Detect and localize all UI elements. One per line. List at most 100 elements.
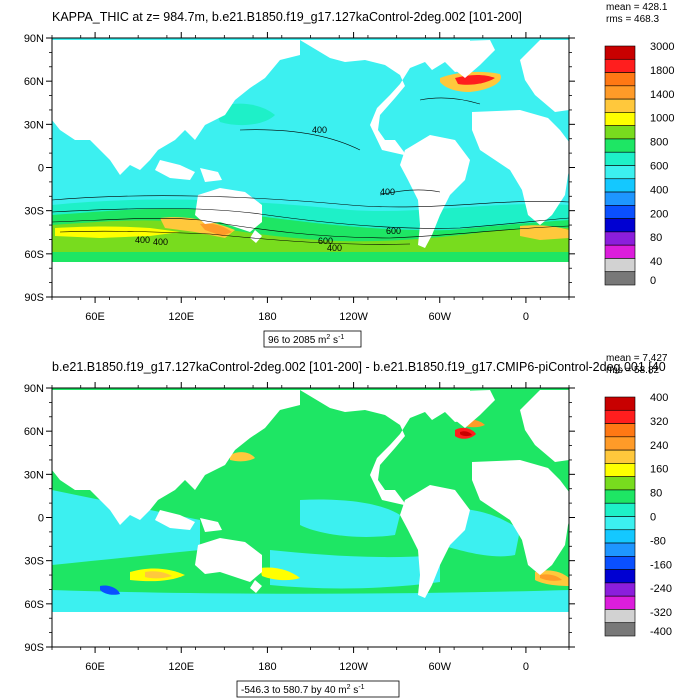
y-tick-label: 60N — [24, 76, 44, 88]
y-tick-label: 0 — [38, 513, 44, 525]
contour-label: 600 — [318, 236, 333, 246]
colorbar-swatch — [604, 423, 636, 438]
colorbar-swatch — [604, 72, 636, 87]
y-tick-label: 60N — [24, 426, 44, 438]
diff-cold — [100, 585, 120, 595]
x-tick-label: 180 — [258, 311, 276, 323]
y-tick-label: 90S — [24, 642, 44, 654]
y-tick-label: 0 — [38, 163, 44, 175]
colorbar-label: 1000 — [650, 113, 674, 125]
colorbar-label: 1800 — [650, 65, 674, 77]
range-box-2 — [236, 680, 400, 698]
colorbar-swatch — [604, 151, 636, 166]
colorbar-swatch — [604, 542, 636, 557]
diff-patch — [52, 590, 569, 612]
contour-label: 400 — [153, 237, 168, 247]
x-tick-label: 60E — [85, 311, 105, 323]
colorbar-label: -160 — [650, 559, 672, 571]
colorbar-label: 160 — [650, 464, 668, 476]
y-tick-label: 90N — [24, 383, 44, 395]
colorbar-swatch — [604, 396, 636, 411]
colorbar-swatch — [604, 582, 636, 597]
band-orange-2 — [520, 225, 569, 240]
contour-label: 400 — [135, 235, 150, 245]
y-ticks-1: 90N 60N 30N 0 30S 60S 90S — [24, 33, 575, 304]
diff-hot — [460, 431, 472, 437]
band-orange-3 — [200, 223, 232, 236]
colorbar-swatch — [604, 529, 636, 544]
diff-hot — [260, 567, 300, 581]
contour-label: 600 — [386, 226, 401, 236]
colorbar-swatch — [604, 463, 636, 477]
y-tick-label: 60S — [24, 599, 44, 611]
x-tick-label: 0 — [523, 661, 529, 673]
x-tick-label: 120W — [339, 311, 368, 323]
panel-1: 400 400 400 600 600 400 400 KAPPA_THIC a… — [24, 2, 674, 348]
colorbar-swatch — [604, 218, 636, 233]
colorbar-swatch — [604, 622, 636, 637]
range-label-2: -546.3 to 580.7 by 40 m2 s-1 — [241, 684, 365, 696]
panel-2-mean: mean = 7.427 — [606, 353, 668, 364]
panel-2-title: b.e21.B1850.f19_g17.127kaControl-2deg.00… — [52, 360, 666, 374]
colorbar-swatch — [604, 58, 636, 73]
x-ticks-2: 60E 120E 180 120W 60W 0 — [51, 382, 570, 673]
colorbar-swatch — [604, 178, 636, 193]
colorbar-swatch — [604, 609, 636, 624]
panel-2-rms: rms = 58.82 — [606, 365, 660, 376]
panel-2: b.e21.B1850.f19_g17.127kaControl-2deg.00… — [24, 353, 672, 698]
colorbar-swatch — [604, 271, 636, 286]
diff-hot — [145, 571, 172, 579]
contours-1 — [52, 97, 569, 245]
colorbar-label: 80 — [650, 488, 662, 500]
x-tick-label: 60E — [85, 661, 105, 673]
x-tick-label: 0 — [523, 311, 529, 323]
colorbar-label: 40 — [650, 256, 662, 268]
colorbar-label: 0 — [650, 512, 656, 524]
colorbar-swatch — [604, 476, 636, 491]
y-tick-label: 30S — [24, 206, 44, 218]
x-ticks-1: 60E 120E 180 120W 60W 0 — [51, 32, 570, 323]
colorbar-swatch — [604, 138, 636, 153]
colorbar-swatch — [604, 409, 636, 424]
colorbar-swatch — [604, 125, 636, 140]
colorbar-swatch — [604, 449, 636, 464]
diff-patch — [52, 490, 200, 565]
colorbar-swatch — [604, 556, 636, 570]
colorbar-swatch — [604, 516, 636, 531]
contour-label: 400 — [327, 243, 342, 253]
colorbar-swatch — [604, 244, 636, 259]
colorbar-label: -400 — [650, 626, 672, 638]
contour-label-group-1: 400 400 400 600 600 400 400 — [135, 125, 401, 253]
diff-hot — [230, 452, 255, 462]
colorbar-label: 320 — [650, 416, 668, 428]
colorbar-label: 1400 — [650, 89, 674, 101]
colorbar-label: -80 — [650, 535, 666, 547]
colorbar-label: 400 — [650, 184, 668, 196]
colorbar-swatch — [604, 502, 636, 517]
y-tick-label: 30N — [24, 469, 44, 481]
x-tick-label: 120W — [339, 661, 368, 673]
x-tick-label: 180 — [258, 661, 276, 673]
n-pacific-patch — [215, 103, 275, 126]
colorbar-swatch — [604, 112, 636, 126]
x-tick-label: 120E — [168, 311, 194, 323]
y-tick-label: 60S — [24, 249, 44, 261]
y-tick-label: 30N — [24, 119, 44, 131]
colorbar-label: 0 — [650, 275, 656, 287]
colorbar-swatch — [604, 489, 636, 504]
colorbar-swatch — [604, 98, 636, 113]
band-yellow — [55, 226, 180, 238]
y-tick-label: 30S — [24, 556, 44, 568]
colorbar-swatch — [604, 569, 636, 584]
colorbar-swatch — [604, 165, 636, 180]
colorbar-swatch — [604, 595, 636, 610]
x-tick-label: 120E — [168, 661, 194, 673]
contour-label: 400 — [312, 125, 327, 135]
colorbar-label: -320 — [650, 607, 672, 619]
colorbar-swatch — [604, 436, 636, 451]
colorbar-label: 3000 — [650, 41, 674, 53]
colorbar-swatch — [604, 45, 636, 60]
colorbar-label: 200 — [650, 208, 668, 220]
